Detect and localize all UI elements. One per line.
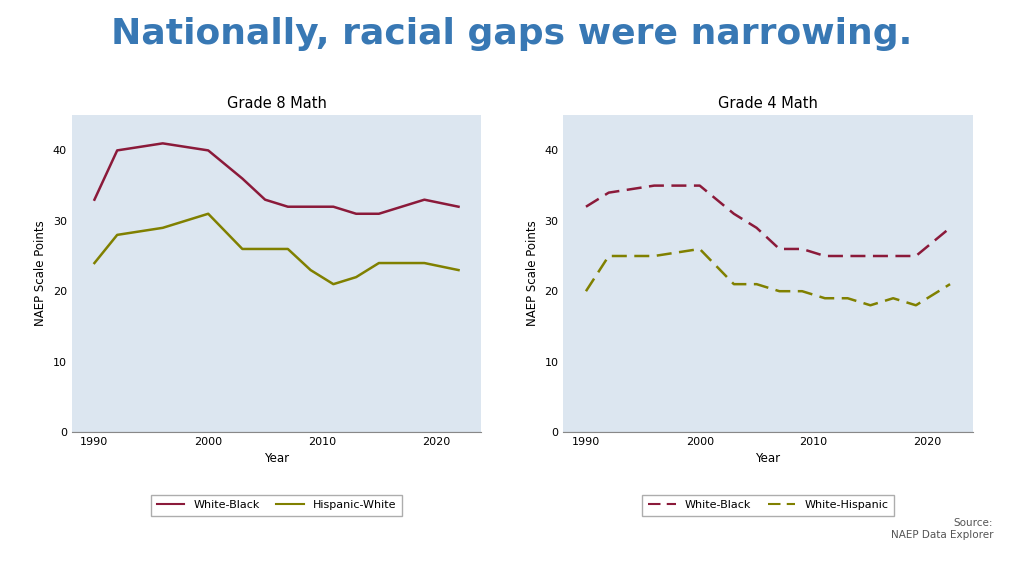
Y-axis label: NAEP Scale Points: NAEP Scale Points: [525, 221, 539, 327]
Title: Grade 4 Math: Grade 4 Math: [718, 96, 818, 111]
X-axis label: Year: Year: [264, 452, 289, 465]
Text: Source:
NAEP Data Explorer: Source: NAEP Data Explorer: [891, 518, 993, 540]
Text: Nationally, racial gaps were narrowing.: Nationally, racial gaps were narrowing.: [112, 17, 912, 51]
Y-axis label: NAEP Scale Points: NAEP Scale Points: [34, 221, 47, 327]
Title: Grade 8 Math: Grade 8 Math: [226, 96, 327, 111]
Legend: White-Black, White-Hispanic: White-Black, White-Hispanic: [642, 495, 894, 516]
X-axis label: Year: Year: [756, 452, 780, 465]
Legend: White-Black, Hispanic-White: White-Black, Hispanic-White: [151, 495, 402, 516]
